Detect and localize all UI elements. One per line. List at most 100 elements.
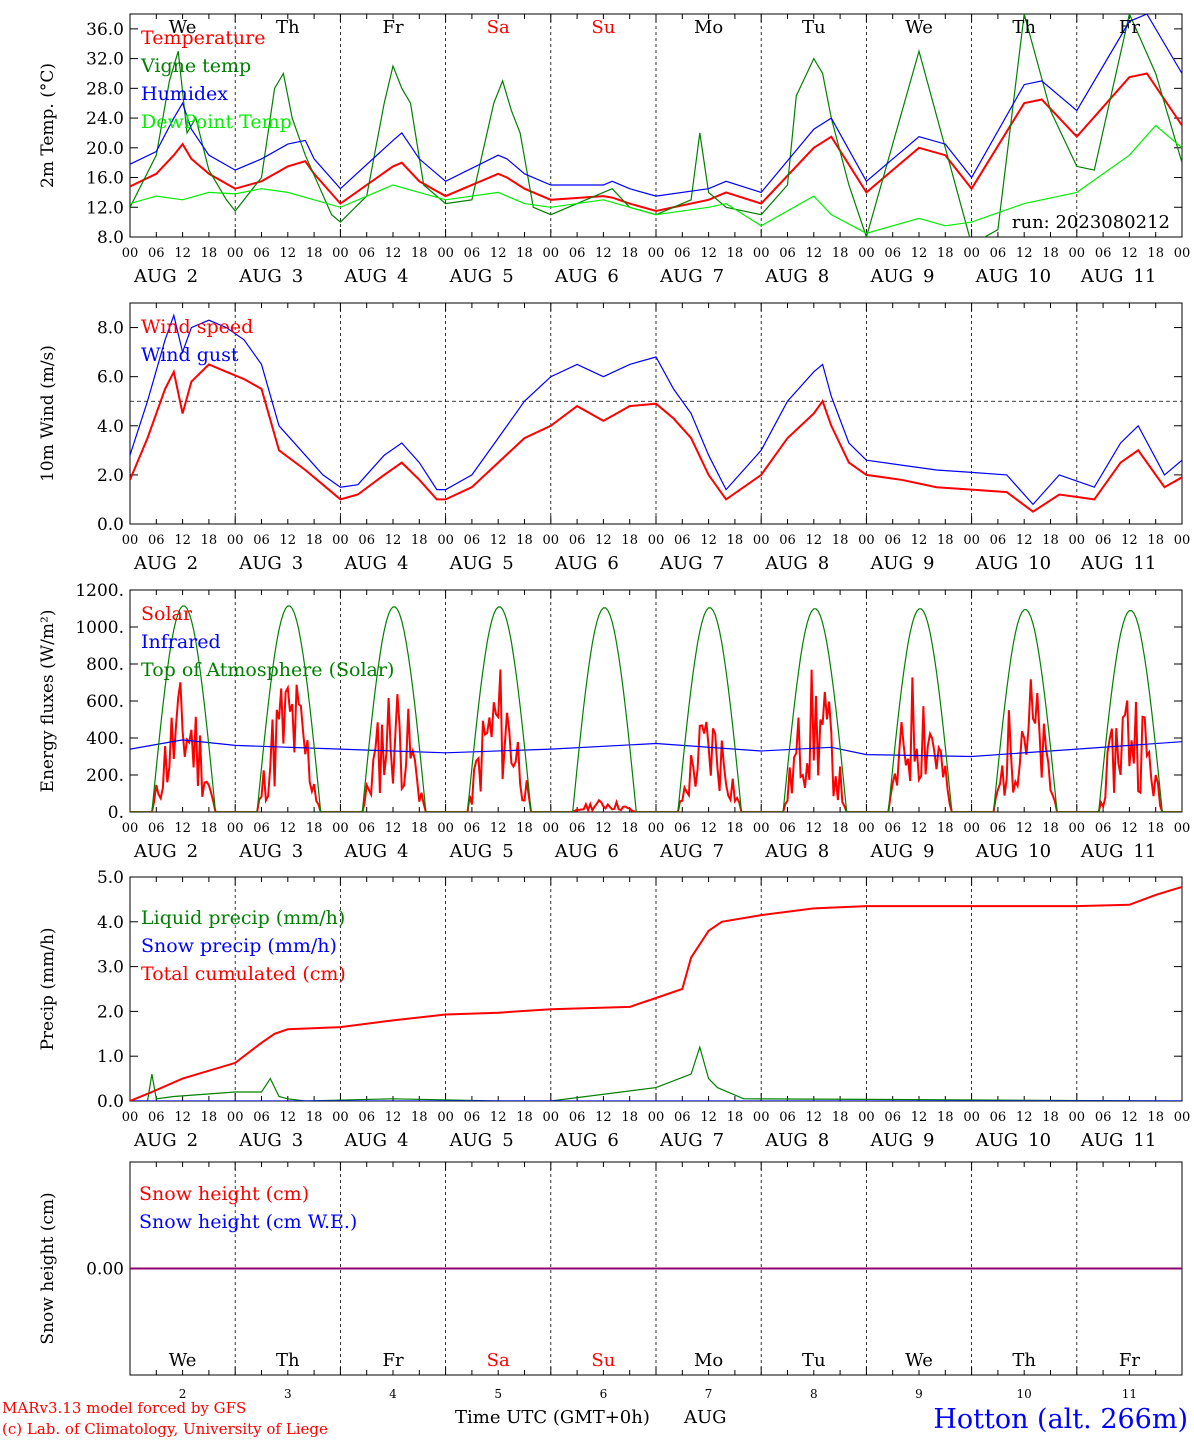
hour-tick-label: 00 [648,821,665,836]
date-day-label: 6 [607,266,618,287]
hour-tick-label: 00 [963,246,980,261]
hour-tick-label: 06 [464,533,481,548]
series-line-vigne-temp [130,14,1182,237]
y-tick-label: 8.0 [97,228,124,248]
date-day-label: 7 [713,266,724,287]
weekday-label: Th [276,17,300,38]
y-axis-label: 10m Wind (m/s) [38,345,58,482]
hour-tick-label: 06 [569,533,586,548]
hour-tick-label: 06 [884,821,901,836]
hour-tick-label: 18 [621,533,638,548]
weekday-label: Tu [802,1350,826,1371]
date-day-label: 3 [292,1130,303,1151]
hour-tick-label: 06 [779,821,796,836]
hour-tick-label: 00 [648,533,665,548]
hour-tick-label: 06 [884,246,901,261]
hour-tick-label: 12 [174,1110,191,1125]
hour-tick-label: 00 [332,246,349,261]
hour-tick-label: 06 [148,821,165,836]
hour-tick-label: 18 [621,1110,638,1125]
y-tick-label: 0. [108,803,124,823]
date-month-label: AUG [238,841,282,862]
weekday-label: Fr [382,17,403,38]
hour-tick-label: 00 [1174,246,1191,261]
hour-tick-label: 12 [911,533,928,548]
hour-tick-label: 00 [122,246,139,261]
date-month-label: AUG [869,553,913,574]
date-month-label: AUG [975,1130,1019,1151]
date-day-label: 2 [187,1130,198,1151]
hour-tick-label: 18 [621,821,638,836]
hour-tick-label: 12 [595,1110,612,1125]
legend-entry: Wind speed [141,316,253,338]
hour-tick-label: 18 [1147,821,1164,836]
date-day-label: 11 [1133,553,1156,574]
hour-tick-label: 00 [543,1110,560,1125]
hour-tick-label: 12 [806,533,823,548]
date-day-label: 11 [1133,1130,1156,1151]
series-line-wind-gust [130,313,1182,506]
y-tick-label: 5.0 [97,868,124,888]
hour-tick-label: 00 [1069,533,1086,548]
hour-tick-label: 12 [490,533,507,548]
y-tick-label: 200. [86,766,124,786]
date-month-label: AUG [133,266,177,287]
hour-tick-label: 06 [253,533,270,548]
date-month-label: AUG [449,841,493,862]
hour-tick-label: 00 [858,246,875,261]
hour-tick-label: 12 [1121,1110,1138,1125]
y-tick-label: 0.00 [86,1260,124,1280]
date-month-label: AUG [554,841,598,862]
date-month-label: AUG [343,841,387,862]
legend-entry: Humidex [141,83,228,105]
y-tick-label: 20.0 [86,139,124,159]
weekday-label: Th [1012,17,1036,38]
hour-tick-label: 18 [1147,246,1164,261]
hour-tick-label: 00 [227,821,244,836]
weekday-label: Th [1012,1350,1036,1371]
hour-tick-label: 18 [1147,1110,1164,1125]
y-axis-label: Energy fluxes (W/m²) [38,610,58,793]
hour-tick-label: 12 [700,1110,717,1125]
hour-tick-label: 18 [516,821,533,836]
hour-tick-label: 00 [543,821,560,836]
date-month-label: AUG [659,553,703,574]
hour-tick-label: 06 [1095,1110,1112,1125]
hour-tick-label: 06 [148,246,165,261]
hour-tick-label: 06 [674,533,691,548]
hour-tick-label: 00 [1069,821,1086,836]
hour-tick-label: 18 [1042,1110,1059,1125]
date-month-label: AUG [869,266,913,287]
hour-tick-label: 06 [569,821,586,836]
hour-tick-label: 18 [621,246,638,261]
hour-tick-label: 00 [437,246,454,261]
y-axis-label: Precip (mm/h) [38,927,58,1050]
date-month-label: AUG [343,1130,387,1151]
hour-tick-label: 06 [779,246,796,261]
hour-tick-label: 06 [253,821,270,836]
date-month-label: AUG [449,266,493,287]
hour-tick-label: 06 [464,246,481,261]
hour-tick-label: 06 [990,821,1007,836]
weekday-label: Sa [487,17,510,38]
hour-tick-label: 18 [727,821,744,836]
date-day-label: 10 [1028,553,1051,574]
date-month-label: AUG [659,1130,703,1151]
hour-tick-label: 12 [1016,533,1033,548]
hour-tick-label: 18 [411,533,428,548]
hour-tick-label: 18 [306,533,323,548]
date-month-label: AUG [659,266,703,287]
legend-entry: Snow height (cm) [139,1183,309,1205]
date-day-label: 9 [915,1387,923,1401]
series-line-total-cumulated-cm- [130,885,1182,1101]
hour-tick-label: 00 [122,821,139,836]
hour-tick-label: 00 [227,1110,244,1125]
date-day-label: 5 [502,1130,513,1151]
hour-tick-label: 00 [858,533,875,548]
hour-tick-label: 18 [516,533,533,548]
date-month-label: AUG [764,553,808,574]
legend-entry: Infrared [141,631,221,653]
date-month-label: AUG [238,266,282,287]
date-day-label: 7 [713,553,724,574]
